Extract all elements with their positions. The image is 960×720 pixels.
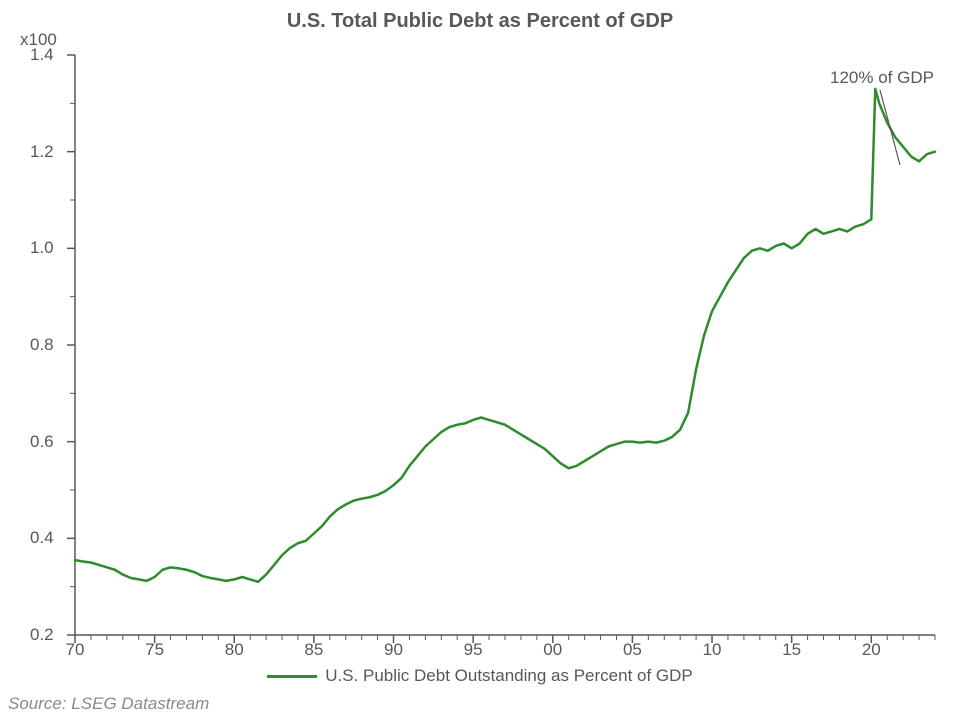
x-tick-label: 15 <box>782 640 801 660</box>
chart-svg <box>0 0 960 720</box>
callout-annotation: 120% of GDP <box>830 68 934 88</box>
x-tick-label: 95 <box>464 640 483 660</box>
x-tick-label: 90 <box>384 640 403 660</box>
x-tick-label: 75 <box>145 640 164 660</box>
legend: U.S. Public Debt Outstanding as Percent … <box>0 666 960 686</box>
x-tick-label: 85 <box>304 640 323 660</box>
x-tick-label: 20 <box>862 640 881 660</box>
y-tick-label: 0.4 <box>30 528 54 548</box>
y-tick-label: 0.2 <box>30 625 54 645</box>
y-tick-label: 1.2 <box>30 142 54 162</box>
x-tick-label: 10 <box>703 640 722 660</box>
chart-container: { "title": "U.S. Total Public Debt as Pe… <box>0 0 960 720</box>
x-tick-label: 00 <box>543 640 562 660</box>
source-citation: Source: LSEG Datastream <box>8 694 209 714</box>
x-tick-label: 05 <box>623 640 642 660</box>
legend-label: U.S. Public Debt Outstanding as Percent … <box>325 666 693 685</box>
y-tick-label: 0.8 <box>30 335 54 355</box>
y-tick-label: 1.4 <box>30 45 54 65</box>
y-tick-label: 1.0 <box>30 238 54 258</box>
x-tick-label: 70 <box>66 640 85 660</box>
x-tick-label: 80 <box>225 640 244 660</box>
legend-swatch <box>267 675 317 678</box>
y-tick-label: 0.6 <box>30 432 54 452</box>
